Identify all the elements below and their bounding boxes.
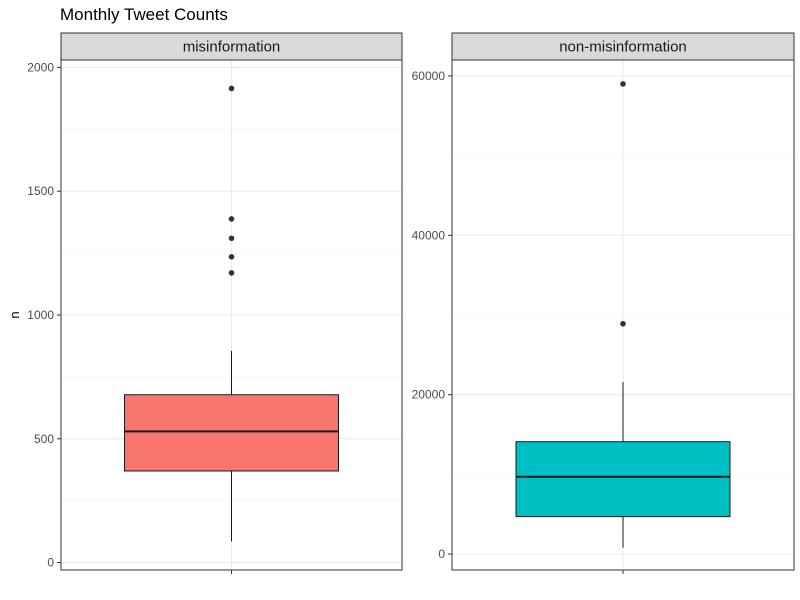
y-tick-label: 2000: [27, 60, 54, 74]
y-tick-label: 1000: [27, 308, 54, 322]
outlier-point: [228, 85, 235, 92]
strip-misinformation: [60, 32, 403, 61]
outlier-point: [228, 254, 235, 260]
outlier-point: [228, 235, 235, 242]
outlier-point: [228, 270, 235, 276]
y-tick-label: 500: [34, 432, 54, 446]
y-tick-label: 1500: [27, 184, 54, 198]
panel-border-misinformation: [60, 59, 403, 571]
panel-border-non-misinformation: [451, 59, 795, 571]
y-axis-title: n: [7, 311, 22, 318]
y-tick-label: 40000: [412, 228, 446, 242]
y-tick-label: 20000: [412, 388, 446, 402]
strip-label-non-misinformation: non-misinformation: [559, 39, 687, 56]
outlier-point: [228, 216, 235, 222]
y-tick-label: 60000: [412, 69, 446, 83]
outlier-point: [620, 320, 626, 327]
outlier-point: [620, 81, 626, 87]
box-non-misinformation: [515, 441, 731, 518]
strip-label-misinformation: misinformation: [183, 39, 281, 56]
box-misinformation: [124, 394, 339, 472]
chart-title: Monthly Tweet Counts: [60, 5, 228, 24]
y-tick-label: 0: [438, 547, 445, 561]
y-tick-label: 0: [47, 556, 54, 570]
